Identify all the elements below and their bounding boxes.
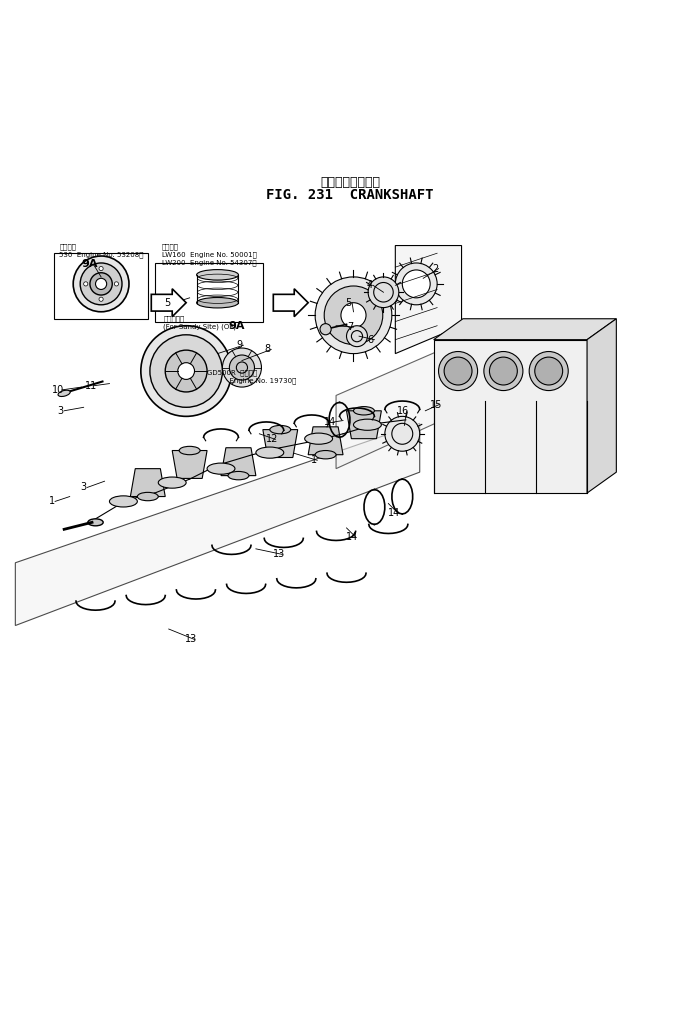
Polygon shape (172, 450, 207, 479)
Circle shape (444, 357, 472, 385)
Text: 3: 3 (80, 483, 87, 493)
Ellipse shape (304, 433, 332, 444)
Circle shape (395, 263, 438, 305)
Circle shape (99, 267, 103, 271)
Circle shape (230, 355, 255, 380)
Circle shape (178, 363, 195, 379)
Text: 5: 5 (164, 298, 171, 307)
Ellipse shape (256, 447, 284, 458)
Text: FIG. 231  CRANKSHAFT: FIG. 231 CRANKSHAFT (266, 188, 434, 202)
Circle shape (489, 357, 517, 385)
Text: 13: 13 (273, 550, 285, 560)
Ellipse shape (197, 297, 239, 308)
Circle shape (341, 303, 366, 328)
Circle shape (324, 286, 383, 345)
Circle shape (95, 278, 106, 289)
Text: 2: 2 (432, 264, 438, 274)
Ellipse shape (58, 390, 70, 396)
Text: 15: 15 (430, 400, 442, 410)
Ellipse shape (354, 407, 374, 415)
Circle shape (346, 325, 368, 347)
Ellipse shape (270, 426, 290, 434)
Circle shape (74, 256, 129, 311)
Text: 7: 7 (347, 322, 353, 333)
Bar (155, 263, 262, 322)
Text: 適用号機
LW160  Engine No. 50001～
LW200  Engine No. 54307～: 適用号機 LW160 Engine No. 50001～ LW200 Engin… (162, 243, 257, 266)
Ellipse shape (88, 519, 103, 526)
Ellipse shape (109, 496, 137, 507)
Text: 3: 3 (57, 406, 64, 416)
Circle shape (114, 282, 118, 286)
Text: クランクシャフト: クランクシャフト (320, 176, 380, 190)
Circle shape (402, 270, 430, 298)
Circle shape (529, 352, 568, 390)
Text: 14: 14 (388, 508, 400, 517)
Text: GD500R  適用号機
          Engine No. 19730～: GD500R 適用号機 Engine No. 19730～ (207, 369, 296, 383)
Text: 14: 14 (324, 417, 337, 427)
Ellipse shape (197, 270, 239, 280)
Ellipse shape (158, 477, 186, 488)
Polygon shape (336, 325, 496, 468)
Bar (54, 252, 148, 318)
Text: 11: 11 (85, 380, 97, 390)
Text: 1: 1 (311, 455, 317, 465)
Text: 4: 4 (367, 280, 372, 290)
Ellipse shape (228, 472, 249, 480)
Circle shape (535, 357, 563, 385)
Circle shape (141, 325, 232, 417)
Polygon shape (15, 423, 420, 626)
Text: 16: 16 (397, 407, 409, 417)
Circle shape (223, 348, 262, 387)
Polygon shape (262, 430, 298, 457)
Text: 6: 6 (368, 335, 374, 345)
Circle shape (484, 352, 523, 390)
Circle shape (368, 277, 399, 307)
Text: 砂塵地仕様
(For Sandy Site) (OP): 砂塵地仕様 (For Sandy Site) (OP) (163, 316, 237, 330)
Circle shape (90, 273, 112, 295)
Ellipse shape (315, 450, 336, 459)
Text: 14: 14 (346, 532, 358, 541)
Ellipse shape (137, 493, 158, 501)
Text: 5: 5 (346, 298, 351, 307)
Polygon shape (151, 289, 186, 316)
Polygon shape (130, 468, 165, 497)
Text: 1: 1 (48, 497, 55, 506)
Text: 8: 8 (265, 345, 271, 355)
Circle shape (315, 277, 392, 354)
Text: 12: 12 (266, 434, 278, 444)
Ellipse shape (354, 419, 382, 430)
Circle shape (99, 297, 103, 301)
Polygon shape (221, 448, 256, 476)
Ellipse shape (207, 463, 235, 475)
Circle shape (84, 282, 88, 286)
Text: 9A: 9A (82, 260, 98, 270)
Polygon shape (434, 340, 587, 493)
Circle shape (438, 352, 477, 390)
Ellipse shape (179, 446, 200, 454)
Text: 適用号機
530  Engine No. 53208～: 適用号機 530 Engine No. 53208～ (60, 243, 144, 258)
Polygon shape (346, 411, 382, 439)
Polygon shape (395, 245, 461, 354)
Text: 9: 9 (237, 341, 243, 350)
Text: 10: 10 (52, 385, 64, 394)
Polygon shape (434, 318, 616, 340)
Circle shape (320, 323, 331, 335)
Circle shape (80, 263, 122, 305)
Polygon shape (308, 427, 343, 454)
Text: 9A: 9A (228, 320, 244, 331)
Polygon shape (273, 289, 308, 316)
Circle shape (150, 335, 223, 408)
Text: 13: 13 (185, 635, 197, 645)
Circle shape (165, 350, 207, 392)
Polygon shape (587, 318, 616, 493)
Circle shape (385, 417, 420, 451)
